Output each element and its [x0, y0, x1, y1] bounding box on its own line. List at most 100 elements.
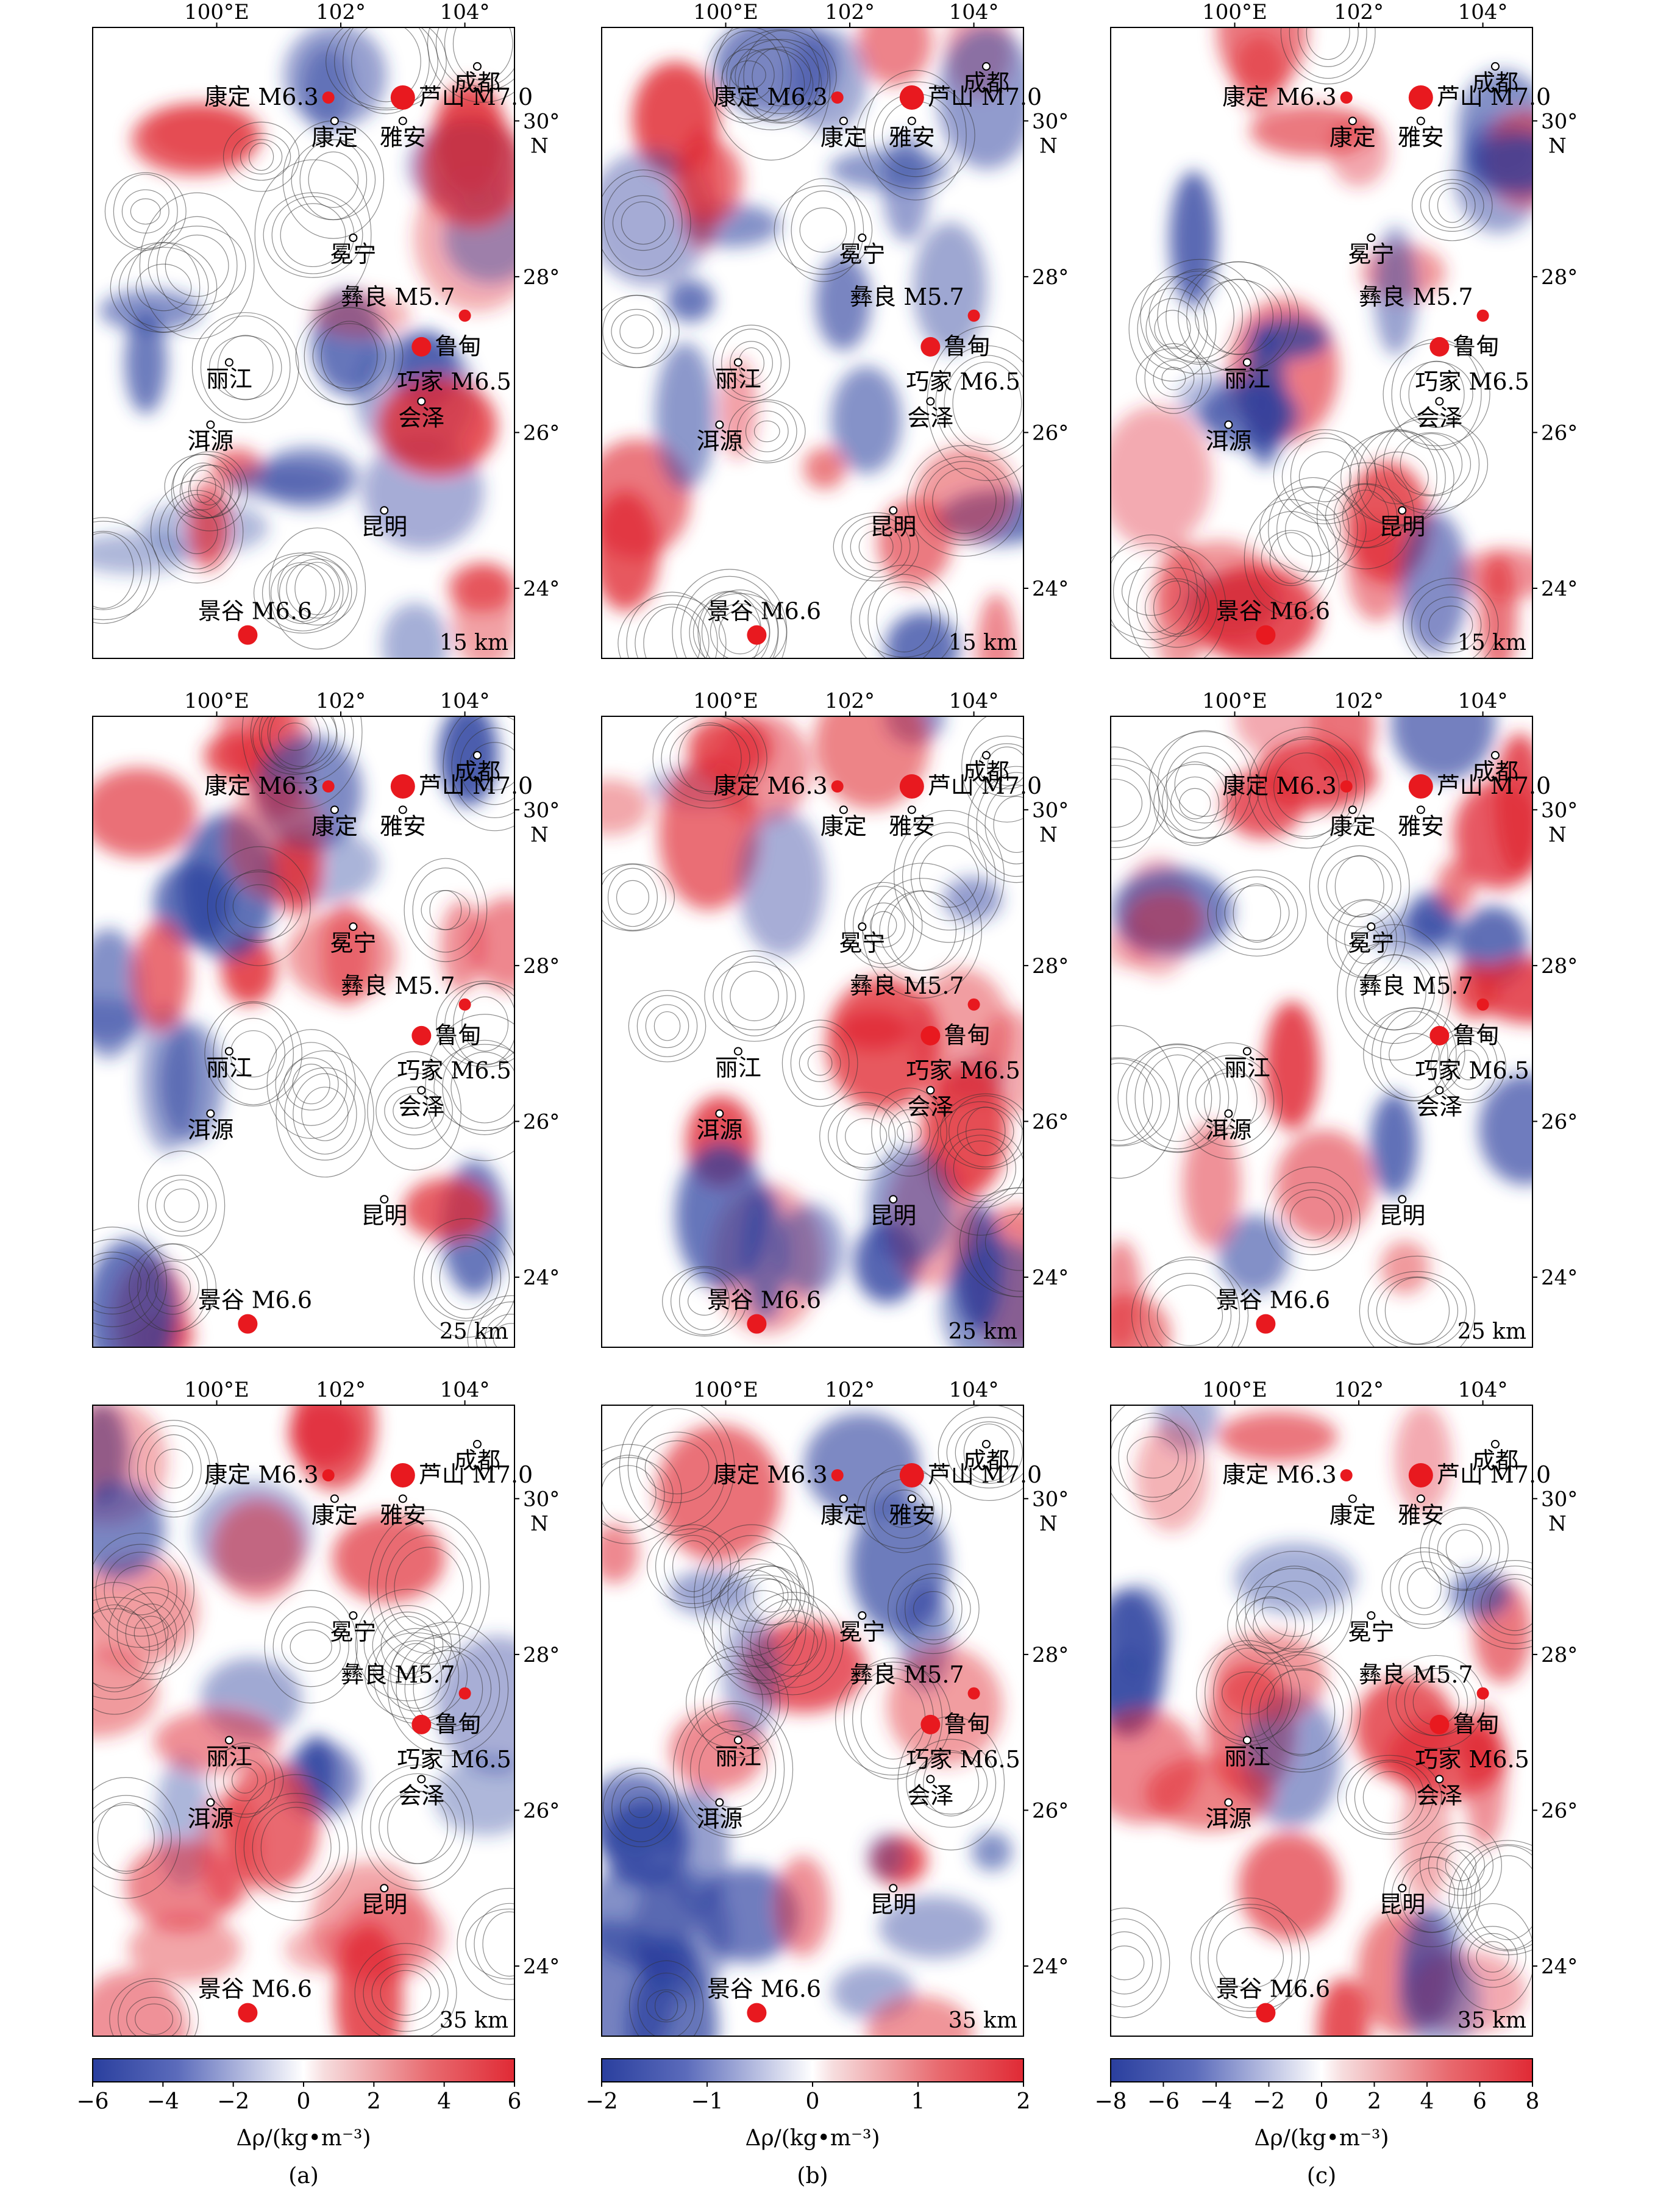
contour-line	[791, 190, 856, 270]
contour-line	[1179, 788, 1211, 819]
contour-line	[163, 1188, 200, 1223]
contour-line	[870, 911, 897, 939]
map-frame	[601, 716, 1024, 1348]
lat-tick-label: 26°	[1032, 1798, 1069, 1823]
earthquake-label: 芦山 M7.0	[419, 84, 533, 110]
contour-line	[730, 971, 779, 1022]
contour-line	[425, 1014, 514, 1161]
city-marker	[733, 1736, 742, 1745]
contour-line	[1199, 1897, 1301, 2018]
contour-line	[261, 716, 329, 770]
contour-lines	[602, 27, 1023, 658]
contour-line	[1437, 188, 1467, 223]
contour-line	[915, 456, 1014, 546]
contour-line	[1244, 1596, 1296, 1655]
anomaly-blob	[1238, 1833, 1340, 1940]
anomaly-blob	[198, 1790, 260, 1909]
contour-line	[343, 27, 430, 115]
city-marker	[1348, 805, 1357, 814]
anomaly-blob	[283, 27, 387, 128]
contour-line	[602, 864, 666, 931]
contour-line	[955, 1421, 1023, 1484]
lat-axis-letter: N	[1548, 822, 1567, 847]
earthquake-label: 芦山 M7.0	[928, 1461, 1042, 1488]
depth-label: 25 km	[440, 1319, 508, 1344]
contour-line	[726, 29, 837, 124]
earthquake-epicenter-icon	[1340, 780, 1353, 793]
earthquake-label: 鲁甸	[1453, 1022, 1499, 1049]
earthquake-epicenter-icon	[899, 774, 924, 799]
contour-line	[93, 1533, 194, 1648]
anomaly-blob	[132, 921, 190, 1030]
contour-line	[1340, 430, 1454, 525]
lat-axis-letter: N	[530, 1511, 549, 1536]
city-marker	[398, 116, 407, 126]
earthquake-label: 巧家 M6.5	[1415, 1746, 1529, 1773]
earthquake-label: 巧家 M6.5	[906, 1057, 1020, 1084]
contour-line	[1411, 584, 1490, 658]
contour-line	[1207, 869, 1307, 957]
contour-line	[385, 1535, 472, 1639]
city-label: 雅安	[889, 124, 935, 151]
contour-line	[876, 586, 932, 653]
city-label: 洱源	[1205, 1117, 1251, 1144]
contour-line	[611, 1772, 671, 1842]
lat-tick-label: 28°	[1032, 954, 1069, 978]
contour-line	[686, 1655, 789, 1749]
anomaly-blob	[656, 1424, 781, 1562]
anomaly-blob	[332, 1514, 445, 1603]
lat-tick-label: 28°	[1541, 1643, 1578, 1667]
colorbar-tick-label: −1	[691, 2089, 723, 2114]
anomaly-blob	[438, 716, 499, 806]
city-marker	[733, 358, 742, 367]
contour-line	[1261, 530, 1322, 586]
lat-tick-label: 24°	[1541, 1266, 1578, 1290]
contour-line	[845, 1118, 888, 1155]
city-label: 洱源	[187, 428, 233, 455]
contour-line	[326, 27, 447, 110]
city-label: 昆明	[870, 1891, 916, 1918]
city-marker	[889, 1195, 898, 1204]
contour-line	[1439, 1030, 1498, 1100]
contour-line	[844, 1658, 943, 1780]
lat-tick-label: 28°	[1541, 265, 1578, 290]
contour-line	[457, 1887, 514, 2000]
contour-line	[493, 1323, 514, 1347]
contour-line	[1420, 179, 1484, 232]
contour-line	[646, 1528, 740, 1605]
contour-line	[704, 950, 805, 1042]
contour-line	[1145, 297, 1200, 360]
contour-line	[1222, 1672, 1275, 1715]
contour-line	[196, 477, 222, 505]
contour-line	[301, 1086, 349, 1141]
anomaly-blob	[1135, 1422, 1209, 1533]
contour-line	[671, 1267, 739, 1336]
contour-line	[1326, 855, 1393, 917]
city-marker	[1490, 750, 1500, 760]
contour-line	[1139, 1256, 1240, 1347]
contour-line	[1349, 429, 1446, 527]
city-marker	[1398, 506, 1407, 515]
earthquake-epicenter-icon	[411, 1025, 432, 1046]
contour-line	[110, 241, 218, 333]
contour-line	[602, 1465, 657, 1523]
colorbar-tick-label: 6	[508, 2089, 522, 2114]
city-marker	[839, 805, 848, 814]
contour-line	[957, 1106, 1014, 1156]
contour-line	[1489, 1578, 1532, 1631]
contour-line	[1174, 752, 1235, 817]
density-anomaly-field	[93, 27, 514, 658]
anomaly-blob	[93, 1555, 199, 1667]
city-label: 康定	[311, 124, 358, 151]
contour-line	[819, 1092, 913, 1181]
city-marker	[330, 805, 339, 814]
anomaly-blob	[972, 1832, 1013, 1872]
city-label: 会泽	[1416, 404, 1462, 431]
contour-line	[93, 1777, 180, 1899]
contour-line	[393, 1093, 436, 1129]
contour-line	[1258, 1669, 1344, 1755]
earthquake-epicenter-icon	[831, 1469, 844, 1481]
contour-line	[205, 1745, 284, 1815]
contour-line	[1127, 1436, 1179, 1479]
